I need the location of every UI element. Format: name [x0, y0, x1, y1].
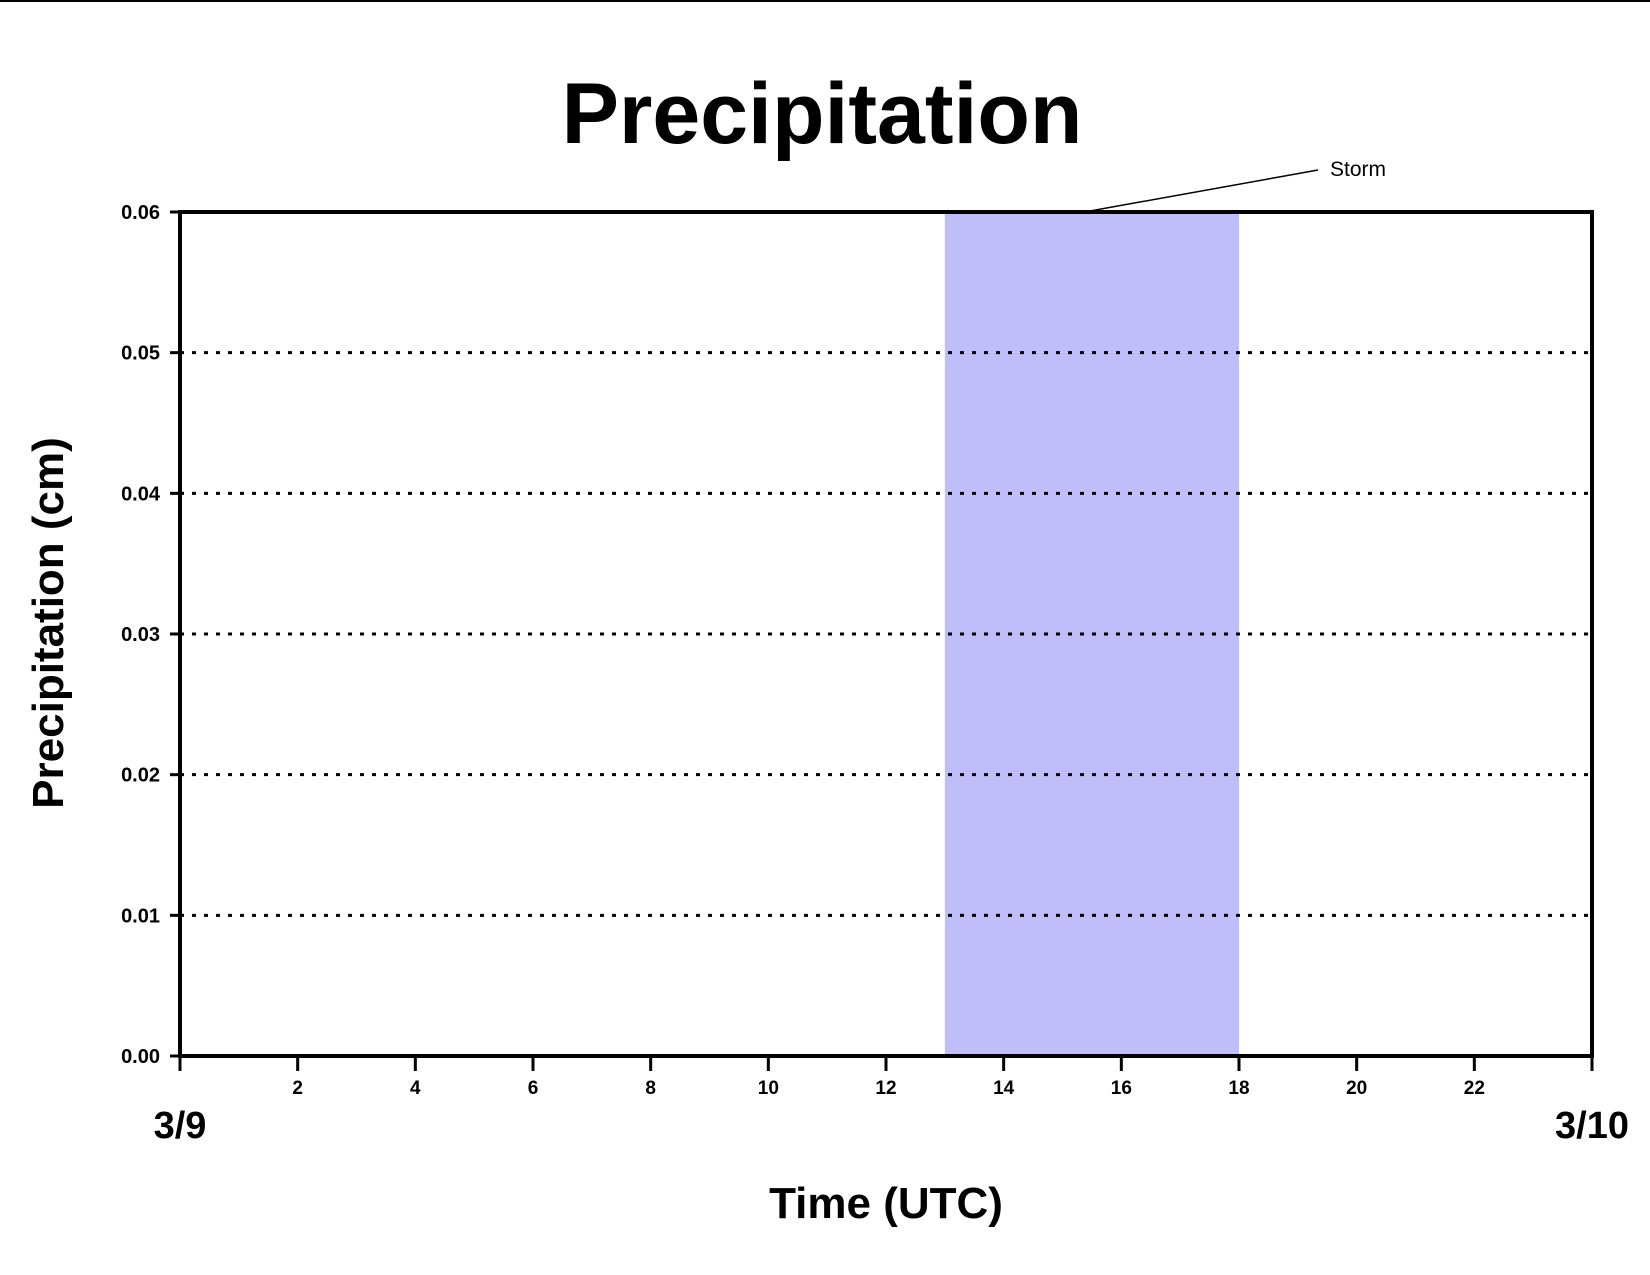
x-axis-label: Time (UTC) [769, 1179, 1003, 1228]
x-tick-label: 22 [1464, 1078, 1485, 1099]
chart-title: Precipitation [562, 66, 1083, 162]
y-tick-label: 0.00 [121, 1046, 160, 1068]
x-tick-label: 4 [410, 1078, 421, 1099]
y-tick-label: 0.02 [121, 765, 160, 787]
y-tick-label: 0.03 [121, 624, 160, 646]
x-tick-label: 18 [1228, 1078, 1249, 1099]
storm-region [944, 212, 1239, 1056]
y-tick-label: 0.06 [121, 202, 160, 224]
x-tick-label: 2 [292, 1078, 303, 1099]
start-date-label: 3/9 [154, 1105, 207, 1147]
y-tick-label: 0.05 [121, 343, 160, 365]
gridline-layer [180, 351, 1592, 917]
storm-region-layer [944, 212, 1239, 1056]
storm-annotation-label: Storm [1330, 158, 1386, 181]
end-date-label: 3/10 [1555, 1105, 1629, 1147]
y-axis-ticks: 0.00 0.01 0.02 0.03 0.04 0.05 0.06 [121, 202, 180, 1068]
x-tick-label: 12 [875, 1078, 896, 1099]
y-tick-label: 0.04 [121, 483, 161, 505]
y-tick-label: 0.01 [121, 905, 160, 927]
x-tick-label: 6 [528, 1078, 539, 1099]
x-tick-label: 10 [758, 1078, 779, 1099]
storm-annotation-leader [1089, 169, 1319, 212]
x-tick-label: 14 [993, 1078, 1015, 1099]
x-tick-label: 20 [1346, 1078, 1367, 1099]
x-axis-ticks: 2 4 6 8 10 12 14 16 18 20 22 [178, 1056, 1594, 1099]
y-axis-label: Precipitation (cm) [24, 437, 73, 809]
x-tick-label: 8 [645, 1078, 656, 1099]
x-tick-label: 16 [1111, 1078, 1132, 1099]
